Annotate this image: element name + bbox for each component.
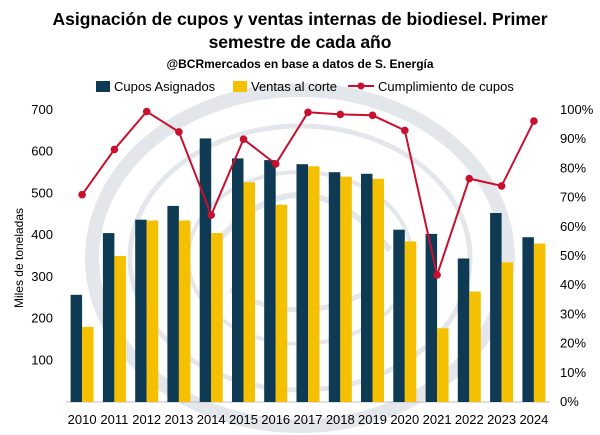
x-tick-label-2011: 2011 — [100, 412, 128, 427]
y2-tick-label: 0% — [560, 394, 579, 409]
x-tick-label-2010: 2010 — [68, 412, 97, 427]
bar-cupos-2016 — [264, 160, 276, 402]
y-tick-label: 500 — [31, 185, 53, 200]
bar-cupos-2015 — [232, 158, 244, 402]
point-cumplimiento-2019 — [368, 111, 377, 120]
point-cumplimiento-2017 — [304, 108, 312, 117]
bar-cupos-2023 — [490, 213, 502, 402]
point-cumplimiento-2010 — [78, 190, 86, 199]
legend-label-ventas: Ventas al corte — [251, 79, 337, 94]
point-cumplimiento-2012 — [142, 107, 151, 116]
bar-cupos-2024 — [522, 237, 534, 402]
bar-ventas-2017 — [308, 166, 320, 402]
bar-cupos-2018 — [328, 172, 341, 402]
point-cumplimiento-2023 — [497, 182, 506, 190]
bars-layer — [70, 138, 546, 402]
bar-ventas-2018 — [340, 176, 352, 402]
x-tick-label-2020: 2020 — [390, 412, 419, 427]
point-cumplimiento-2021 — [433, 271, 441, 279]
y2-tick-label: 50% — [560, 248, 586, 263]
legend: Cupos Asignados Ventas al corte Cumplimi… — [96, 79, 514, 94]
x-tick-label-2016: 2016 — [261, 412, 290, 427]
y2-tick-label: 70% — [560, 190, 586, 205]
point-cumplimiento-2020 — [401, 126, 409, 135]
legend-swatch-ventas — [233, 81, 247, 92]
bar-cupos-2017 — [296, 164, 308, 402]
bar-cupos-2013 — [167, 205, 179, 402]
x-tick-label-2024: 2024 — [519, 412, 548, 427]
point-cumplimiento-2024 — [530, 117, 538, 125]
x-tick-label-2022: 2022 — [455, 412, 484, 427]
point-cumplimiento-2018 — [336, 110, 345, 119]
bar-ventas-2021 — [437, 328, 449, 402]
x-tick-label-2017: 2017 — [294, 412, 323, 427]
legend-label-cupos: Cupos Asignados — [114, 79, 216, 94]
x-tick-label-2014: 2014 — [197, 412, 226, 427]
axis-layer: 100 200 300 400 500 600 700 0% 10% 20% 30% 40% 50% 60… — [31, 102, 593, 427]
y-tick-label: 400 — [31, 227, 53, 242]
point-cumplimiento-2011 — [110, 145, 119, 154]
bar-ventas-2014 — [211, 233, 223, 402]
bar-ventas-2012 — [146, 220, 159, 402]
bar-cupos-2011 — [102, 233, 115, 402]
bar-cupos-2022 — [457, 258, 470, 402]
legend-marker-cumplimiento — [357, 82, 365, 90]
bar-ventas-2020 — [404, 241, 417, 402]
bar-cupos-2010 — [70, 294, 83, 402]
line-layer — [78, 107, 538, 279]
y2-tick-label: 40% — [560, 277, 586, 292]
y-tick-label: 300 — [31, 269, 53, 284]
x-tick-label-2021: 2021 — [423, 412, 452, 427]
x-tick-label-2019: 2019 — [358, 412, 387, 427]
point-cumplimiento-2016 — [271, 160, 280, 168]
y-tick-label: 100 — [31, 352, 53, 367]
y2-tick-label: 20% — [560, 336, 586, 351]
bar-cupos-2019 — [361, 173, 373, 402]
point-cumplimiento-2014 — [207, 211, 215, 219]
bar-cupos-2020 — [393, 229, 405, 402]
bar-cupos-2021 — [425, 233, 438, 402]
x-tick-label-2012: 2012 — [132, 412, 161, 427]
y2-tick-label: 30% — [560, 306, 586, 321]
bar-ventas-2023 — [501, 262, 514, 402]
y2-tick-label: 100% — [560, 102, 594, 117]
chart-title-line1: Asignación de cupos y ventas internas de… — [52, 9, 547, 29]
bar-cupos-2014 — [199, 138, 212, 402]
y-axis-title: Miles de toneladas — [12, 208, 26, 308]
y-tick-label: 200 — [31, 311, 53, 326]
bar-ventas-2015 — [243, 182, 255, 402]
bar-cupos-2012 — [135, 219, 147, 402]
y-tick-label: 600 — [31, 144, 53, 159]
x-tick-label-2023: 2023 — [487, 412, 516, 427]
x-tick-label-2015: 2015 — [229, 412, 258, 427]
bar-ventas-2010 — [82, 326, 94, 402]
bar-ventas-2024 — [533, 243, 546, 402]
y2-tick-label: 10% — [560, 365, 586, 380]
bar-ventas-2011 — [114, 256, 126, 402]
bar-ventas-2022 — [469, 291, 481, 402]
point-cumplimiento-2013 — [175, 128, 183, 136]
x-tick-label-2018: 2018 — [326, 412, 355, 427]
point-cumplimiento-2015 — [239, 135, 248, 143]
chart-title-line2: semestre de cada año — [209, 32, 392, 52]
y2-tick-label: 80% — [560, 160, 586, 175]
bar-ventas-2013 — [178, 220, 191, 402]
chart-subtitle: @BCRmercados en base a datos de S. Energ… — [166, 57, 433, 71]
legend-swatch-cupos — [96, 81, 110, 92]
bar-ventas-2016 — [275, 204, 288, 402]
point-cumplimiento-2022 — [465, 174, 474, 183]
x-tick-label-2013: 2013 — [164, 412, 193, 427]
bar-ventas-2019 — [372, 178, 384, 402]
legend-label-cumplimiento: Cumplimiento de cupos — [378, 79, 514, 94]
y-tick-label: 700 — [31, 102, 53, 117]
y2-tick-label: 60% — [560, 219, 586, 234]
y2-tick-label: 90% — [560, 131, 586, 146]
